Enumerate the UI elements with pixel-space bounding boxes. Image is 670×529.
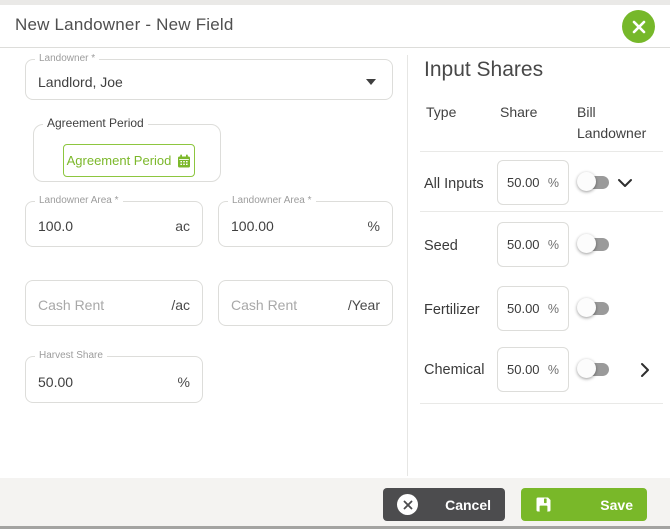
row-label-all-inputs: All Inputs (424, 176, 484, 192)
landowner-area-ac-field: Landowner Area * ac (25, 195, 203, 247)
share-input-chemical[interactable] (507, 362, 543, 377)
row-divider (420, 211, 663, 212)
background-edge (0, 0, 670, 5)
agreement-period-group-label: Agreement Period (43, 116, 148, 130)
column-header-share: Share (500, 104, 538, 120)
landowner-area-ac-suffix: ac (175, 217, 190, 234)
input-shares-title: Input Shares (424, 58, 544, 81)
landowner-area-ac-input[interactable] (38, 214, 144, 238)
share-field-fertilizer: % (497, 286, 569, 331)
cash-rent-year-input[interactable] (231, 293, 335, 317)
column-header-type: Type (426, 104, 457, 120)
chevron-right-icon[interactable] (640, 362, 650, 378)
landowner-area-pct-field: Landowner Area * % (218, 195, 393, 247)
cancel-x-icon (397, 494, 418, 515)
agreement-period-button-label: Agreement Period (66, 153, 172, 168)
cash-rent-ac-input[interactable] (38, 293, 144, 317)
header-divider (0, 47, 670, 48)
row-label-fertilizer: Fertilizer (424, 302, 480, 318)
row-divider (420, 151, 663, 152)
background-edge-bottom (0, 526, 670, 529)
harvest-share-input[interactable] (38, 369, 144, 394)
share-unit-all-inputs: % (547, 176, 559, 190)
share-unit-chemical: % (547, 363, 559, 377)
row-divider (420, 403, 663, 404)
save-button-label: Save (600, 496, 633, 513)
cancel-button-label: Cancel (445, 496, 491, 513)
share-field-seed: % (497, 222, 569, 267)
share-unit-seed: % (547, 238, 559, 252)
panel-divider (407, 55, 408, 476)
bill-landowner-toggle-chemical[interactable] (577, 359, 611, 379)
harvest-share-suffix: % (177, 373, 190, 390)
agreement-period-button[interactable]: Agreement Period (63, 144, 195, 177)
share-unit-fertilizer: % (547, 302, 559, 316)
cancel-button[interactable]: Cancel (383, 488, 505, 521)
share-input-all-inputs[interactable] (507, 175, 543, 190)
landowner-value: Landlord, Joe (38, 73, 123, 90)
cash-rent-ac-suffix: /ac (171, 296, 190, 313)
save-button[interactable]: Save (521, 488, 647, 521)
share-field-chemical: % (497, 347, 569, 392)
landowner-area-pct-input[interactable] (231, 214, 335, 238)
calendar-icon (177, 154, 191, 168)
share-field-all-inputs: % (497, 160, 569, 205)
caret-down-icon (366, 78, 376, 85)
bill-landowner-toggle-seed[interactable] (577, 234, 611, 254)
cash-rent-year-field: /Year (218, 280, 393, 326)
share-input-seed[interactable] (507, 237, 543, 252)
column-header-bill-landowner: Bill Landowner (577, 104, 647, 141)
landowner-area-pct-label: Landowner Area * (228, 195, 316, 206)
save-floppy-icon (535, 496, 552, 513)
harvest-share-field: Harvest Share % (25, 350, 203, 403)
chevron-down-icon[interactable] (617, 178, 633, 188)
landowner-select[interactable]: Landowner * Landlord, Joe (25, 53, 393, 100)
share-input-fertilizer[interactable] (507, 301, 543, 316)
bill-landowner-toggle-all-inputs[interactable] (577, 172, 611, 192)
row-label-chemical: Chemical (424, 362, 485, 378)
modal-title: New Landowner - New Field (15, 15, 234, 34)
cash-rent-ac-field: /ac (25, 280, 203, 326)
close-button[interactable] (622, 10, 655, 43)
close-icon (632, 20, 646, 34)
harvest-share-label: Harvest Share (35, 350, 107, 361)
landowner-area-pct-suffix: % (367, 217, 380, 234)
cash-rent-year-suffix: /Year (347, 296, 380, 313)
row-label-seed: Seed (424, 238, 458, 254)
landowner-area-ac-label: Landowner Area * (35, 195, 123, 206)
landowner-label: Landowner * (35, 53, 100, 64)
bill-landowner-toggle-fertilizer[interactable] (577, 298, 611, 318)
agreement-period-group: Agreement Period Agreement Period (33, 116, 221, 182)
